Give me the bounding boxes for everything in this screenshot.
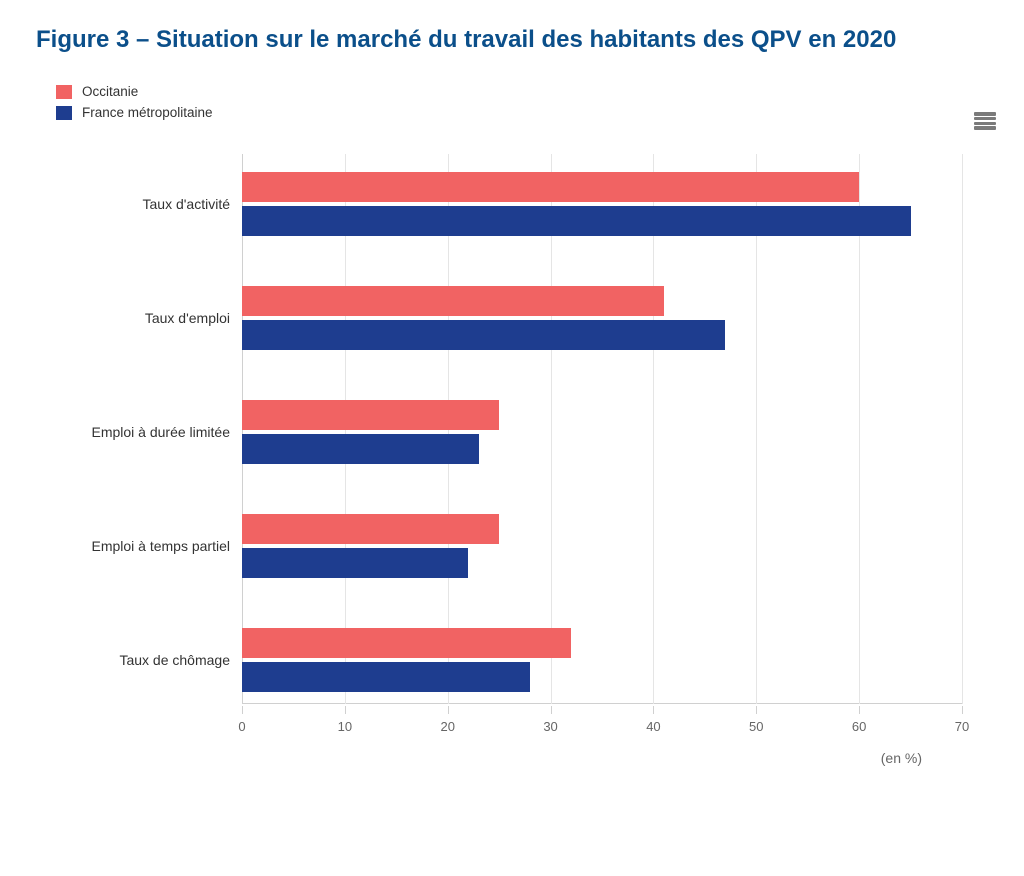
figure-title: Figure 3 – Situation sur le marché du tr… [36,26,992,54]
legend-swatch-occitanie [56,85,72,99]
x-tick [962,706,963,714]
chart: (en %) 010203040506070Taux d'activitéTau… [32,154,992,704]
legend-item-occitanie: Occitanie [56,82,992,103]
bar-france-m-tropolitaine [242,548,468,578]
bar-occitanie [242,628,571,658]
x-tick-label: 50 [749,719,763,734]
gridline [756,154,757,704]
bar-france-m-tropolitaine [242,206,911,236]
bar-occitanie [242,400,499,430]
bar-france-m-tropolitaine [242,320,725,350]
x-tick [859,706,860,714]
x-tick [448,706,449,714]
gridline [859,154,860,704]
x-tick-label: 0 [238,719,245,734]
x-tick [242,706,243,714]
legend-swatch-france [56,106,72,120]
hamburger-menu-icon[interactable] [974,112,996,130]
x-axis-line [242,703,962,704]
x-axis-title: (en %) [881,750,922,766]
legend: Occitanie France métropolitaine [56,82,992,124]
x-tick [345,706,346,714]
x-tick-label: 20 [440,719,454,734]
bar-occitanie [242,514,499,544]
x-tick [756,706,757,714]
x-tick-label: 60 [852,719,866,734]
category-label: Emploi à temps partiel [91,538,242,554]
legend-label: France métropolitaine [82,103,213,124]
legend-item-france: France métropolitaine [56,103,992,124]
gridline [551,154,552,704]
x-tick [653,706,654,714]
bar-france-m-tropolitaine [242,434,479,464]
legend-label: Occitanie [82,82,138,103]
plot-area: (en %) 010203040506070Taux d'activitéTau… [242,154,962,704]
x-tick [551,706,552,714]
x-tick-label: 30 [543,719,557,734]
category-label: Emploi à durée limitée [91,424,242,440]
bar-occitanie [242,286,664,316]
category-label: Taux d'activité [143,196,243,212]
category-label: Taux de chômage [119,652,242,668]
x-tick-label: 10 [338,719,352,734]
figure-container: Figure 3 – Situation sur le marché du tr… [0,0,1024,876]
gridline [962,154,963,704]
x-tick-label: 70 [955,719,969,734]
category-label: Taux d'emploi [145,310,242,326]
bar-france-m-tropolitaine [242,662,530,692]
bar-occitanie [242,172,859,202]
x-tick-label: 40 [646,719,660,734]
gridline [653,154,654,704]
